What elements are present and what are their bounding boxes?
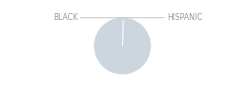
Text: BLACK: BLACK: [53, 13, 123, 22]
Wedge shape: [94, 17, 151, 75]
Text: HISPANIC: HISPANIC: [123, 13, 202, 22]
Wedge shape: [122, 17, 124, 46]
